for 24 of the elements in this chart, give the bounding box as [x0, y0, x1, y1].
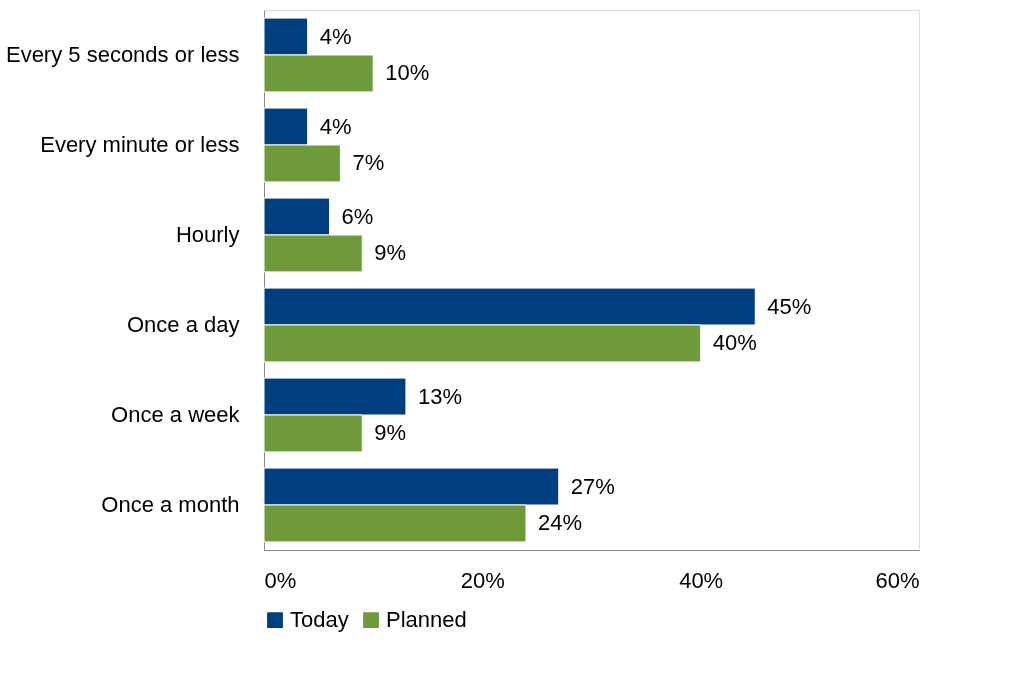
data-label: 10% [385, 60, 430, 86]
data-label: 27% [570, 473, 615, 499]
data-label: 4% [319, 113, 352, 139]
data-label: 4% [319, 23, 352, 49]
legend-label: Today [290, 607, 349, 633]
data-label: 45% [767, 293, 812, 319]
data-label: 6% [341, 203, 374, 229]
y-tick-label: Once a week [111, 402, 241, 427]
x-tick-label: 20% [460, 567, 505, 593]
x-tick-label: 0% [264, 567, 297, 593]
y-tick-label: Every minute or less [40, 132, 240, 157]
data-label: 13% [417, 383, 462, 409]
data-label: 9% [374, 420, 407, 446]
data-label: 7% [352, 150, 385, 176]
x-tick-label: 60% [875, 567, 920, 593]
data-label: 40% [712, 330, 757, 356]
data-label: 9% [374, 240, 407, 266]
y-tick-label: Once a day [126, 312, 240, 337]
legend-label: Planned [386, 607, 467, 633]
y-tick-label: Hourly [175, 222, 240, 247]
x-tick-label: 40% [679, 567, 724, 593]
data-label: 24% [538, 510, 583, 536]
y-tick-label: Every 5 seconds or less [5, 42, 240, 67]
y-tick-label: Once a month [101, 492, 240, 517]
